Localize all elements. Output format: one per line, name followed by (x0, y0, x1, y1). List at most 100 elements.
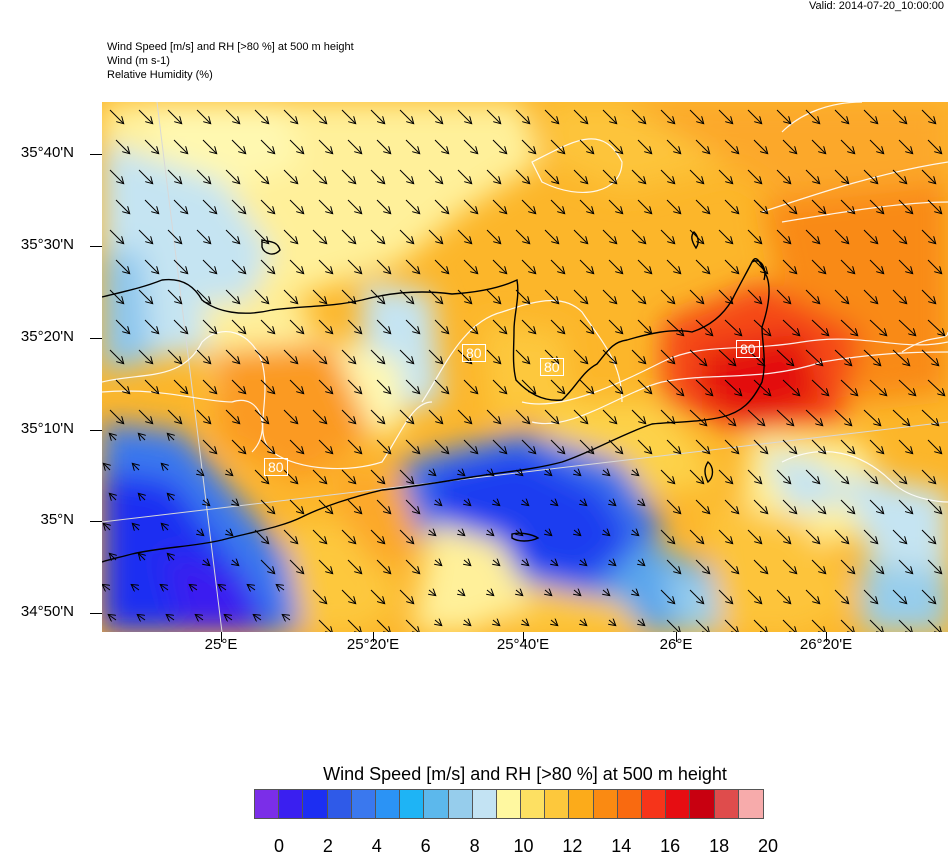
wind-arrow (718, 349, 735, 365)
wind-arrow (718, 109, 732, 123)
wind-arrow (167, 229, 181, 243)
wind-arrow (869, 619, 883, 632)
wind-arrow (689, 529, 703, 543)
wind-arrow (724, 559, 738, 573)
wind-arrow (632, 590, 638, 595)
wind-arrow (834, 169, 848, 183)
wind-arrow (927, 499, 941, 513)
wind-arrow (376, 199, 390, 213)
rh-contour-label: 80 (462, 344, 486, 362)
lat-tick (90, 521, 102, 522)
wind-arrow (370, 469, 384, 483)
wind-arrow (863, 289, 877, 303)
wind-arrow (840, 619, 854, 632)
wind-arrow (399, 589, 413, 603)
wind-arrow (428, 109, 442, 123)
wind-arrow (840, 499, 854, 513)
wind-arrow (516, 590, 522, 595)
wind-arrow (811, 199, 825, 213)
wind-arrow (927, 199, 941, 213)
wind-arrow (203, 560, 209, 565)
wind-arrow (405, 379, 419, 393)
wind-arrow (219, 585, 227, 590)
wind-arrow (574, 470, 580, 475)
wind-arrow (834, 289, 848, 303)
wind-arrow (312, 109, 326, 123)
wind-arrow (602, 349, 616, 363)
wind-arrow (550, 379, 564, 393)
wind-arrow (689, 289, 703, 303)
wind-arrow (405, 259, 419, 273)
wind-arrow (434, 319, 448, 333)
wind-arrow (544, 349, 558, 363)
map-panel: 80 80 80 80 (102, 102, 948, 632)
wind-arrow (747, 409, 764, 425)
wind-arrow (863, 529, 877, 543)
lon-label: 26°20'E (799, 636, 853, 653)
wind-arrow (487, 530, 493, 535)
wind-arrow (580, 620, 586, 625)
wind-arrow (428, 409, 442, 423)
wind-arrow (173, 259, 187, 273)
wind-arrow (898, 139, 912, 153)
wind-arrow (579, 139, 593, 153)
wind-arrow (486, 169, 500, 183)
wind-arrow (138, 169, 152, 183)
wind-arrow (921, 529, 935, 543)
wind-arrow (203, 500, 209, 505)
colorbar-tick-label: 6 (420, 836, 431, 856)
wind-arrow (724, 499, 738, 513)
wind-arrow (840, 199, 854, 213)
wind-arrow (921, 169, 935, 183)
wind-arrow (834, 409, 851, 425)
wind-arrow (405, 199, 419, 213)
wind-vectors (103, 109, 944, 632)
wind-arrow (631, 109, 645, 123)
wind-arrow (104, 524, 110, 530)
wind-arrow (840, 259, 854, 273)
wind-arrow (202, 199, 216, 213)
lat-label: 34°50'N (20, 603, 74, 620)
colorbar-swatch (714, 790, 739, 818)
wind-arrow (260, 379, 274, 393)
wind-arrow (811, 619, 825, 632)
wind-arrow (753, 499, 767, 513)
colorbar-swatch (472, 790, 497, 818)
wind-arrow (289, 259, 303, 273)
wind-arrow (724, 439, 738, 453)
lat-label: 35°40'N (20, 144, 74, 161)
wind-arrow (225, 169, 239, 183)
colorbar-swatch (642, 790, 667, 818)
lat-tick (90, 613, 102, 614)
wind-speed-field (102, 102, 948, 632)
wind-arrow (254, 169, 268, 183)
wind-arrow (115, 199, 129, 213)
wind-arrow (869, 439, 883, 453)
wind-arrow (695, 199, 709, 213)
wind-arrow (318, 199, 332, 213)
wind-arrow (463, 259, 477, 273)
colorbar-swatch (496, 790, 522, 818)
wind-arrow (921, 469, 935, 483)
wind-arrow (921, 589, 935, 603)
wind-arrow (139, 434, 145, 440)
header-wind: Wind (m s-1) (107, 55, 170, 67)
wind-arrow (254, 529, 268, 543)
wind-arrow (457, 109, 471, 123)
wind-arrow (138, 109, 152, 123)
wind-arrow (805, 469, 819, 483)
wind-arrow (109, 229, 123, 243)
wind-arrow (457, 349, 471, 363)
wind-arrow (283, 109, 297, 123)
wind-arrow (637, 379, 651, 393)
wind-arrow (515, 229, 529, 243)
wind-arrow (608, 319, 622, 333)
wind-arrow (376, 499, 390, 513)
wind-arrow (341, 289, 355, 303)
wind-arrow (521, 379, 535, 393)
wind-arrow (458, 530, 464, 535)
wind-arrow (602, 289, 616, 303)
wind-arrow (840, 439, 854, 453)
wind-arrow (225, 109, 239, 123)
wind-arrow (376, 379, 390, 393)
